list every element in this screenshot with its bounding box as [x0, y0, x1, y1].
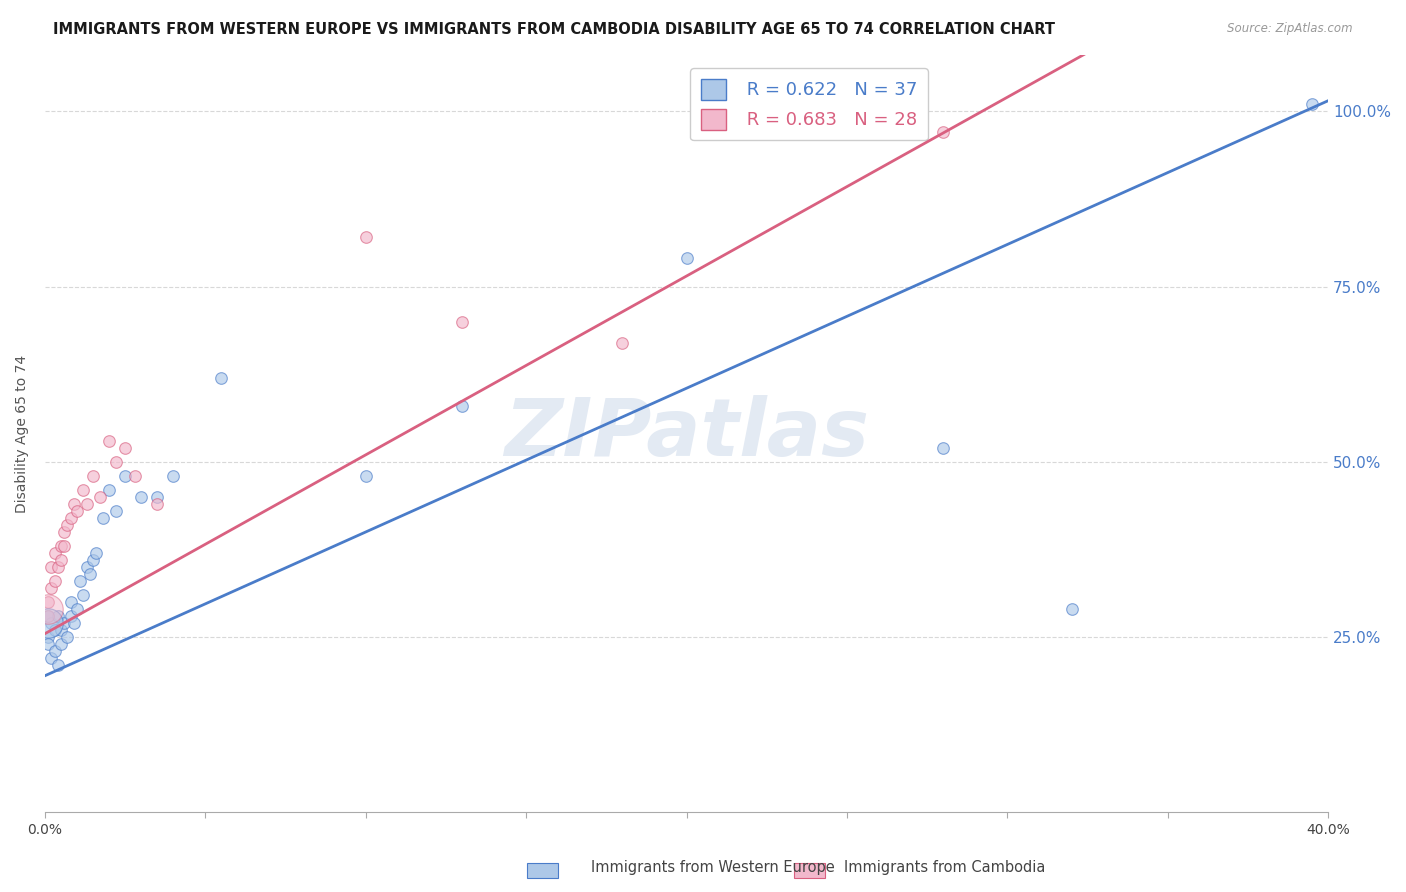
Point — [354, 468, 377, 483]
Point — [63, 497, 86, 511]
Point — [82, 468, 104, 483]
Point — [72, 483, 94, 497]
Point — [146, 497, 169, 511]
Point — [37, 630, 59, 644]
Point — [37, 602, 59, 616]
Point — [59, 511, 82, 525]
Point — [66, 504, 89, 518]
Point — [209, 370, 232, 384]
Point — [44, 546, 66, 560]
Point — [84, 546, 107, 560]
Point — [56, 518, 79, 533]
Point — [932, 125, 955, 139]
Point — [46, 609, 69, 624]
Point — [89, 490, 111, 504]
Point — [53, 539, 76, 553]
Point — [44, 574, 66, 588]
Point — [76, 560, 98, 574]
Point — [44, 644, 66, 658]
Point — [44, 623, 66, 637]
Point — [41, 581, 63, 595]
Point — [1060, 602, 1083, 616]
Point — [49, 553, 72, 567]
Text: IMMIGRANTS FROM WESTERN EUROPE VS IMMIGRANTS FROM CAMBODIA DISABILITY AGE 65 TO : IMMIGRANTS FROM WESTERN EUROPE VS IMMIGR… — [53, 22, 1056, 37]
Point — [37, 609, 59, 624]
Point — [91, 511, 114, 525]
Point — [162, 468, 184, 483]
Point — [56, 630, 79, 644]
Point — [49, 623, 72, 637]
Point — [675, 252, 697, 266]
Point — [49, 637, 72, 651]
Point — [932, 441, 955, 455]
Point — [41, 560, 63, 574]
Point — [37, 609, 59, 624]
Point — [37, 595, 59, 609]
Point — [46, 658, 69, 673]
Point — [37, 616, 59, 631]
Y-axis label: Disability Age 65 to 74: Disability Age 65 to 74 — [15, 355, 30, 513]
Point — [612, 335, 634, 350]
Point — [41, 651, 63, 665]
Point — [53, 616, 76, 631]
Point — [82, 553, 104, 567]
Text: ZIPatlas: ZIPatlas — [505, 395, 869, 473]
Point — [76, 497, 98, 511]
Point — [59, 595, 82, 609]
Point — [451, 399, 474, 413]
Point — [49, 539, 72, 553]
Point — [41, 616, 63, 631]
Text: Immigrants from Western Europe: Immigrants from Western Europe — [591, 861, 834, 875]
Point — [104, 455, 127, 469]
Point — [98, 483, 121, 497]
Point — [104, 504, 127, 518]
Legend:  R = 0.622   N = 37,  R = 0.683   N = 28: R = 0.622 N = 37, R = 0.683 N = 28 — [690, 68, 928, 140]
Point — [1301, 97, 1323, 112]
Point — [46, 560, 69, 574]
Text: Immigrants from Cambodia: Immigrants from Cambodia — [844, 861, 1045, 875]
Point — [451, 315, 474, 329]
Point — [37, 637, 59, 651]
Point — [124, 468, 146, 483]
Point — [98, 434, 121, 448]
Point — [129, 490, 152, 504]
Point — [114, 468, 136, 483]
Text: Source: ZipAtlas.com: Source: ZipAtlas.com — [1227, 22, 1353, 36]
Point — [66, 602, 89, 616]
Point — [59, 609, 82, 624]
Point — [53, 524, 76, 539]
Point — [72, 588, 94, 602]
Point — [114, 441, 136, 455]
Point — [354, 230, 377, 244]
Point — [146, 490, 169, 504]
Point — [69, 574, 91, 588]
Point — [79, 567, 101, 582]
Point — [63, 616, 86, 631]
